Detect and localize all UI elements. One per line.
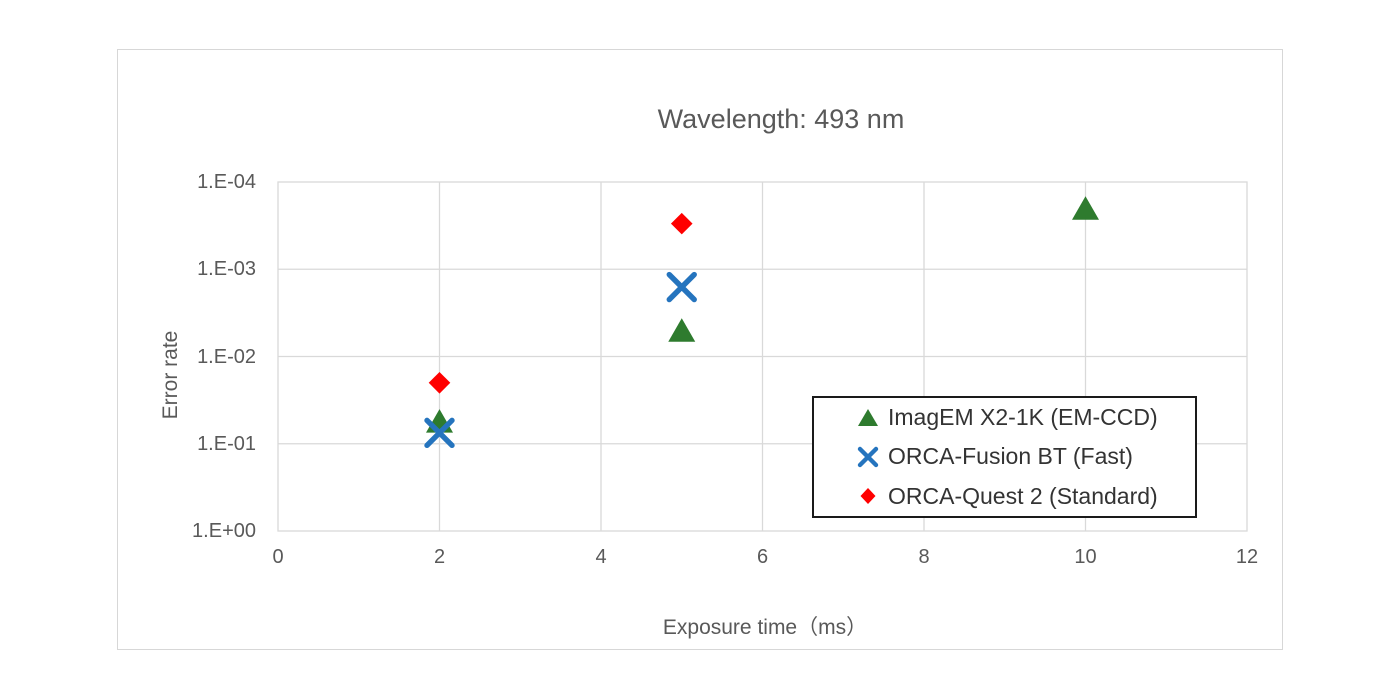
data-point-triangle — [1072, 196, 1099, 220]
legend-item: ImagEM X2-1K (EM-CCD) — [814, 398, 1195, 437]
x-tick-label: 2 — [433, 546, 446, 568]
legend: ImagEM X2-1K (EM-CCD) ORCA-Fusion BT (Fas… — [812, 396, 1197, 518]
y-tick-label: 1.E-03 — [197, 258, 256, 281]
x-tick-label: 0 — [272, 546, 284, 568]
y-axis-title: Error rate — [159, 330, 182, 420]
legend-label: ORCA-Fusion BT (Fast) — [888, 443, 1133, 470]
data-point-triangle — [668, 318, 696, 342]
y-tick-label: 1.E-01 — [197, 432, 256, 455]
legend-item: ORCA-Fusion BT (Fast) — [814, 437, 1195, 476]
x-tick-label: 12 — [1235, 546, 1259, 568]
legend-marker-diamond-icon — [854, 485, 882, 507]
legend-marker-x-icon — [854, 446, 882, 468]
legend-label: ORCA-Quest 2 (Standard) — [888, 482, 1158, 509]
data-point-x — [424, 417, 455, 449]
legend-item: ORCA-Quest 2 (Standard) — [814, 477, 1195, 516]
x-tick-label: 10 — [1074, 546, 1097, 568]
data-point-x — [666, 271, 697, 303]
data-point-diamond — [670, 212, 693, 235]
y-tick-label: 1.E-02 — [197, 345, 256, 368]
legend-marker-triangle-icon — [854, 407, 882, 429]
chart-title: Wavelength: 493 nm — [657, 104, 905, 134]
x-tick-label: 4 — [595, 546, 607, 568]
data-point-diamond — [428, 371, 451, 394]
x-axis-title: Exposure time（ms） — [662, 616, 868, 639]
y-tick-label: 1.E-04 — [197, 171, 256, 193]
chart-frame — [117, 49, 1283, 650]
x-tick-label: 6 — [756, 546, 769, 568]
legend-label: ImagEM X2-1K (EM-CCD) — [888, 404, 1158, 431]
y-tick-label: 1.E+00 — [192, 520, 256, 542]
x-tick-label: 8 — [918, 546, 930, 568]
